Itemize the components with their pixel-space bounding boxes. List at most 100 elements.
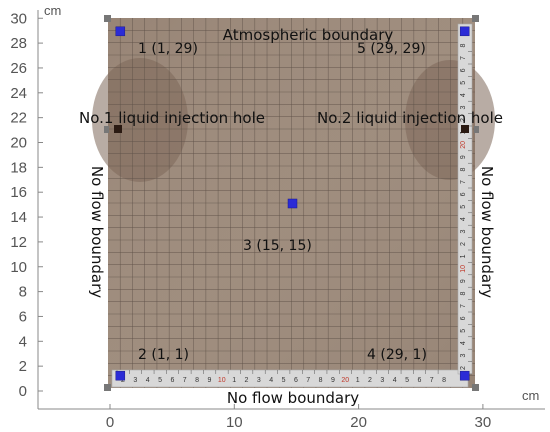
clamp-bottom-right — [472, 384, 479, 391]
ruler-number: 7 — [183, 377, 187, 384]
axes — [37, 10, 545, 410]
ruler-number: 2 — [460, 242, 467, 246]
y-tick-label: 26 — [10, 60, 27, 77]
ruler-number: 10 — [218, 377, 226, 384]
ruler-number: 6 — [417, 377, 421, 384]
ruler-number: 2 — [368, 377, 372, 384]
corner-clamps — [104, 15, 479, 391]
y-tick-label: 18 — [10, 159, 27, 176]
ruler-number: 4 — [269, 377, 273, 384]
point-4-label: 4 (29, 1) — [367, 347, 427, 363]
injection-hole-1 — [114, 125, 122, 133]
ruler-number: 7 — [430, 377, 434, 384]
ruler-number: 3 — [460, 106, 467, 110]
clamp-mid-right — [474, 126, 479, 133]
point-2-label: 2 (1, 1) — [138, 347, 189, 363]
ruler-number: 9 — [331, 377, 335, 384]
bottom-boundary-label: No flow boundary — [227, 389, 359, 407]
sensor-points — [115, 26, 470, 381]
y-tick-label: 24 — [10, 85, 27, 102]
injection-hole-1-label: No.1 liquid injection hole — [79, 109, 265, 127]
ruler-number: 5 — [158, 377, 162, 384]
ruler-number: 4 — [393, 377, 397, 384]
ruler-number: 1 — [232, 377, 236, 384]
y-tick-label: 16 — [10, 184, 27, 201]
clamp-top-left — [104, 15, 111, 22]
ruler-number: 4 — [146, 377, 150, 384]
x-axis-ticks: 0 10 20 30 — [106, 404, 491, 431]
ruler-number: 4 — [460, 93, 467, 97]
sensor-point-2 — [115, 370, 126, 381]
ruler-number: 5 — [405, 377, 409, 384]
ruler-number: 6 — [460, 316, 467, 320]
bottom-ruler: 2 3 4 5 6 7 8 9 10 1 2 3 4 5 6 7 8 9 20 1 2 3 4 5 6 7 8 — [111, 369, 469, 388]
ruler-number: 1 — [460, 254, 467, 258]
clamp-bottom-left — [104, 384, 111, 391]
y-tick-label: 4 — [19, 333, 27, 350]
ruler-number: 2 — [460, 118, 467, 122]
y-tick-label: 6 — [19, 308, 27, 325]
x-tick-label: 0 — [106, 414, 114, 431]
ruler-number: 6 — [294, 377, 298, 384]
sensor-point-5 — [459, 26, 470, 37]
bottom-ruler-marks: 2 3 4 5 6 7 8 9 10 1 2 3 4 5 6 7 8 9 20 1 2 3 4 5 6 7 8 — [116, 370, 446, 384]
tank-grid — [108, 18, 475, 388]
ruler-number: 7 — [460, 304, 467, 308]
y-tick-label: 12 — [10, 234, 27, 251]
y-tick-label: 8 — [19, 284, 27, 301]
ruler-number: 9 — [460, 155, 467, 159]
y-tick-label: 20 — [10, 135, 27, 152]
y-tick-label: 14 — [10, 209, 27, 226]
y-tick-label: 22 — [10, 110, 27, 127]
y-unit-label: cm — [44, 3, 61, 18]
ruler-number: 20 — [341, 377, 349, 384]
ruler-number: 4 — [460, 341, 467, 345]
ruler-number: 3 — [380, 377, 384, 384]
ruler-number: 5 — [282, 377, 286, 384]
left-wetting-zone — [92, 58, 188, 182]
ruler-number: 3 — [257, 377, 261, 384]
ruler-number: 3 — [133, 377, 137, 384]
ruler-number: 3 — [460, 230, 467, 234]
right-wetting-zone — [405, 60, 495, 180]
x-tick-label: 10 — [226, 414, 243, 431]
ruler-number: 20 — [460, 141, 467, 149]
ruler-number: 2 — [245, 377, 249, 384]
ruler-number: 8 — [319, 377, 323, 384]
ruler-number: 9 — [460, 279, 467, 283]
ruler-number: 8 — [442, 377, 446, 384]
x-tick-label: 30 — [475, 414, 492, 431]
ruler-number: 6 — [170, 377, 174, 384]
ruler-number: 5 — [460, 81, 467, 85]
y-tick-label: 30 — [10, 10, 27, 27]
right-boundary-label: No flow boundary — [478, 166, 496, 298]
clamp-mid-left — [104, 126, 109, 133]
ruler-number: 5 — [460, 205, 467, 209]
ruler-number: 4 — [460, 217, 467, 221]
ruler-number: 8 — [460, 168, 467, 172]
ruler-number: 8 — [460, 292, 467, 296]
ruler-number: 8 — [460, 44, 467, 48]
sensor-point-1 — [115, 26, 126, 37]
left-boundary-label: No flow boundary — [88, 166, 106, 298]
ruler-number: 9 — [207, 377, 211, 384]
x-unit-label: cm — [522, 388, 539, 403]
point-1-label: 1 (1, 29) — [138, 41, 198, 57]
ruler-number: 6 — [460, 68, 467, 72]
ruler-number: 3 — [460, 354, 467, 358]
sensor-point-4 — [459, 370, 470, 381]
ruler-number: 8 — [195, 377, 199, 384]
ruler-number: 7 — [460, 56, 467, 60]
ruler-number: 2 — [121, 377, 125, 384]
clamp-top-right — [472, 15, 479, 22]
ruler-number: 2 — [460, 366, 467, 370]
y-tick-label: 28 — [10, 35, 27, 52]
ruler-number: 7 — [306, 377, 310, 384]
point-5-label: 5 (29, 29) — [357, 41, 426, 57]
x-tick-label: 20 — [350, 414, 367, 431]
ruler-number: 5 — [460, 329, 467, 333]
ruler-number: 1 — [356, 377, 360, 384]
